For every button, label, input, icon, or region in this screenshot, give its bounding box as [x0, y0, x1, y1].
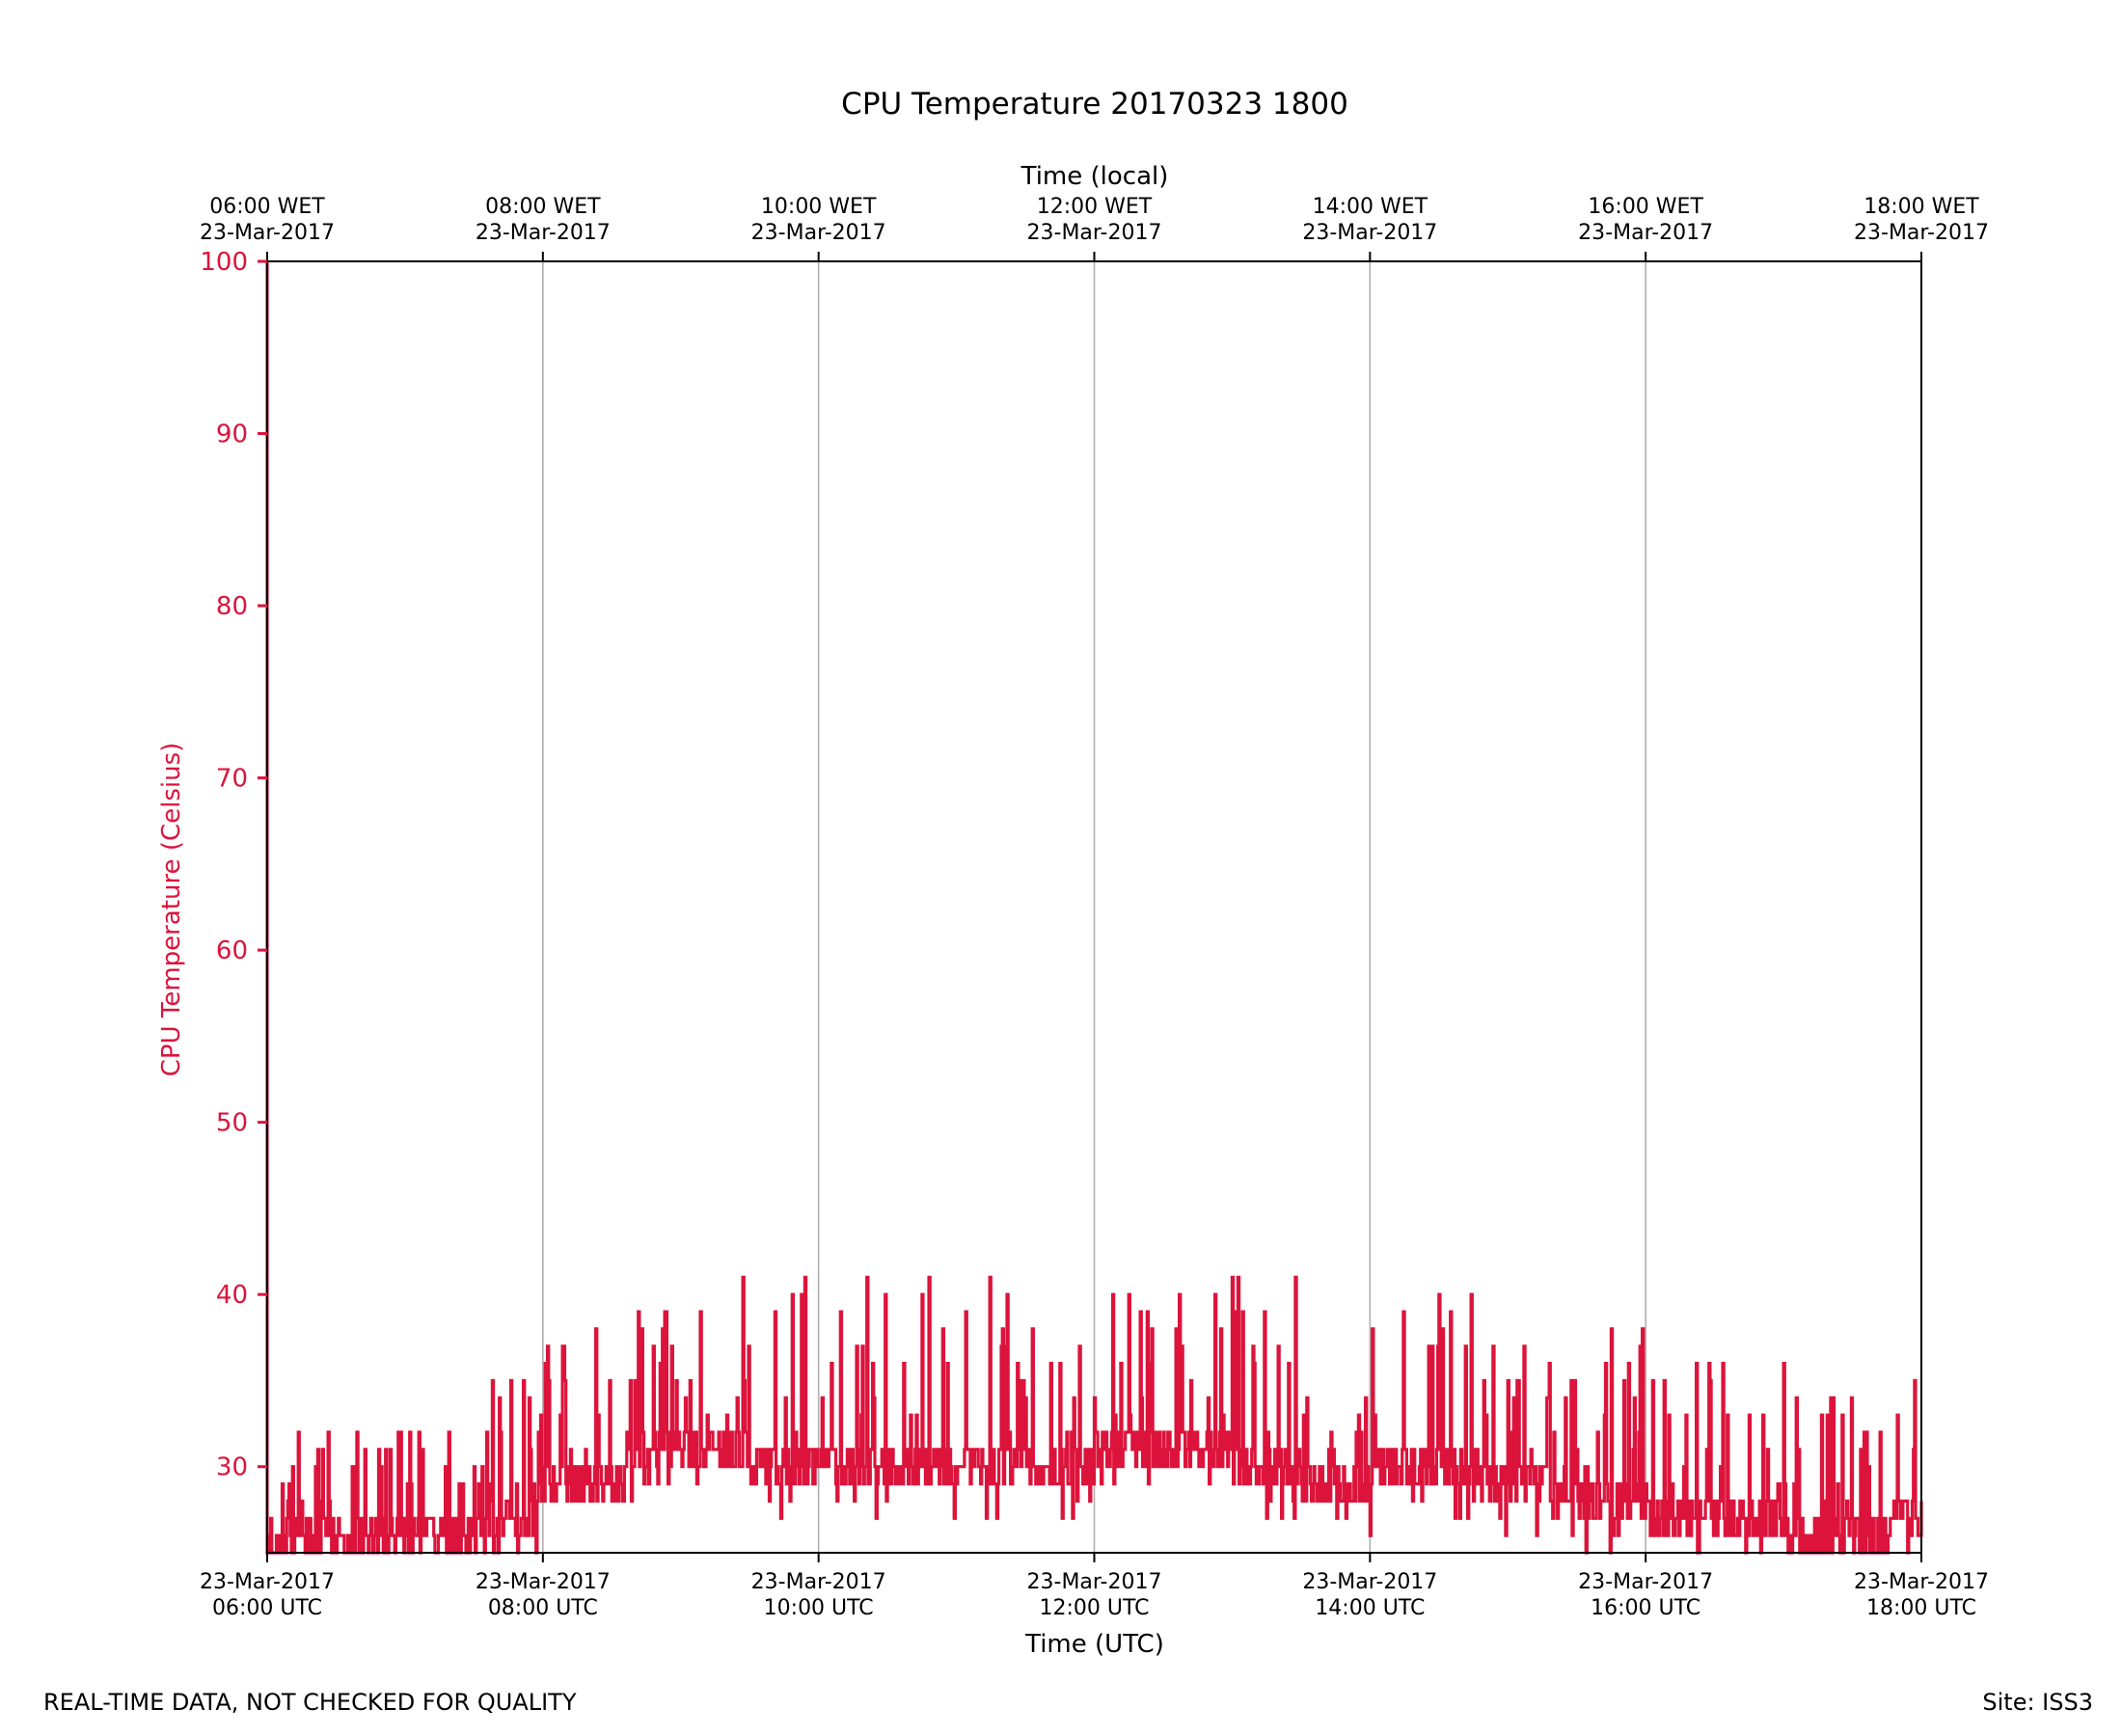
chart-title: CPU Temperature 20170323 1800	[841, 87, 1348, 122]
top-tick-label-time: 08:00 WET	[485, 195, 601, 219]
x-tick-label-time: 18:00 UTC	[1866, 1596, 1976, 1620]
y-tick-label: 70	[216, 765, 248, 794]
x-tick-label-date: 23-Mar-2017	[1854, 1570, 1989, 1594]
x-tick-label-time: 08:00 UTC	[488, 1596, 598, 1620]
y-tick-label: 100	[200, 248, 248, 277]
y-tick-label: 80	[216, 592, 248, 621]
y-axis-label: CPU Temperature (Celsius)	[157, 743, 186, 1077]
y-tick-label: 30	[216, 1453, 248, 1482]
top-tick-label-date: 23-Mar-2017	[1578, 221, 1713, 245]
y-tick-label: 60	[216, 936, 248, 965]
y-tick-label: 90	[216, 420, 248, 449]
site-label: Site: ISS3	[1982, 1689, 2093, 1716]
y-tick-label: 50	[216, 1109, 248, 1138]
series-line-group	[265, 261, 1923, 1555]
top-axis-label: Time (local)	[1020, 162, 1169, 191]
gridlines	[542, 261, 1646, 1553]
x-tick-label-time: 12:00 UTC	[1039, 1596, 1149, 1620]
x-tick-label-time: 06:00 UTC	[212, 1596, 322, 1620]
series-line-cpu-temperature	[265, 261, 1923, 1555]
top-tick-label-date: 23-Mar-2017	[200, 221, 335, 245]
y-tick-label: 40	[216, 1281, 248, 1310]
top-tick-label-date: 23-Mar-2017	[751, 221, 886, 245]
x-tick-label-date: 23-Mar-2017	[751, 1570, 886, 1594]
x-tick-label-date: 23-Mar-2017	[1302, 1570, 1437, 1594]
x-tick-label-date: 23-Mar-2017	[1027, 1570, 1162, 1594]
top-tick-label-time: 18:00 WET	[1864, 195, 1979, 219]
x-tick-label-date: 23-Mar-2017	[1578, 1570, 1713, 1594]
x-axis-label: Time (UTC)	[1024, 1630, 1164, 1659]
x-tick-label-time: 16:00 UTC	[1591, 1596, 1700, 1620]
x-tick-label-date: 23-Mar-2017	[476, 1570, 611, 1594]
top-tick-label-time: 06:00 WET	[209, 195, 325, 219]
x-tick-label-date: 23-Mar-2017	[200, 1570, 335, 1594]
top-tick-label-date: 23-Mar-2017	[1854, 221, 1989, 245]
x-tick-label-time: 14:00 UTC	[1315, 1596, 1425, 1620]
top-tick-label-time: 10:00 WET	[761, 195, 877, 219]
data-quality-note: REAL-TIME DATA, NOT CHECKED FOR QUALITY	[43, 1689, 577, 1716]
top-tick-label-date: 23-Mar-2017	[1027, 221, 1162, 245]
top-tick-label-date: 23-Mar-2017	[1302, 221, 1437, 245]
top-tick-label-date: 23-Mar-2017	[476, 221, 611, 245]
top-tick-label-time: 14:00 WET	[1313, 195, 1428, 219]
x-tick-label-time: 10:00 UTC	[764, 1596, 874, 1620]
top-tick-label-time: 12:00 WET	[1037, 195, 1153, 219]
top-tick-label-time: 16:00 WET	[1588, 195, 1703, 219]
